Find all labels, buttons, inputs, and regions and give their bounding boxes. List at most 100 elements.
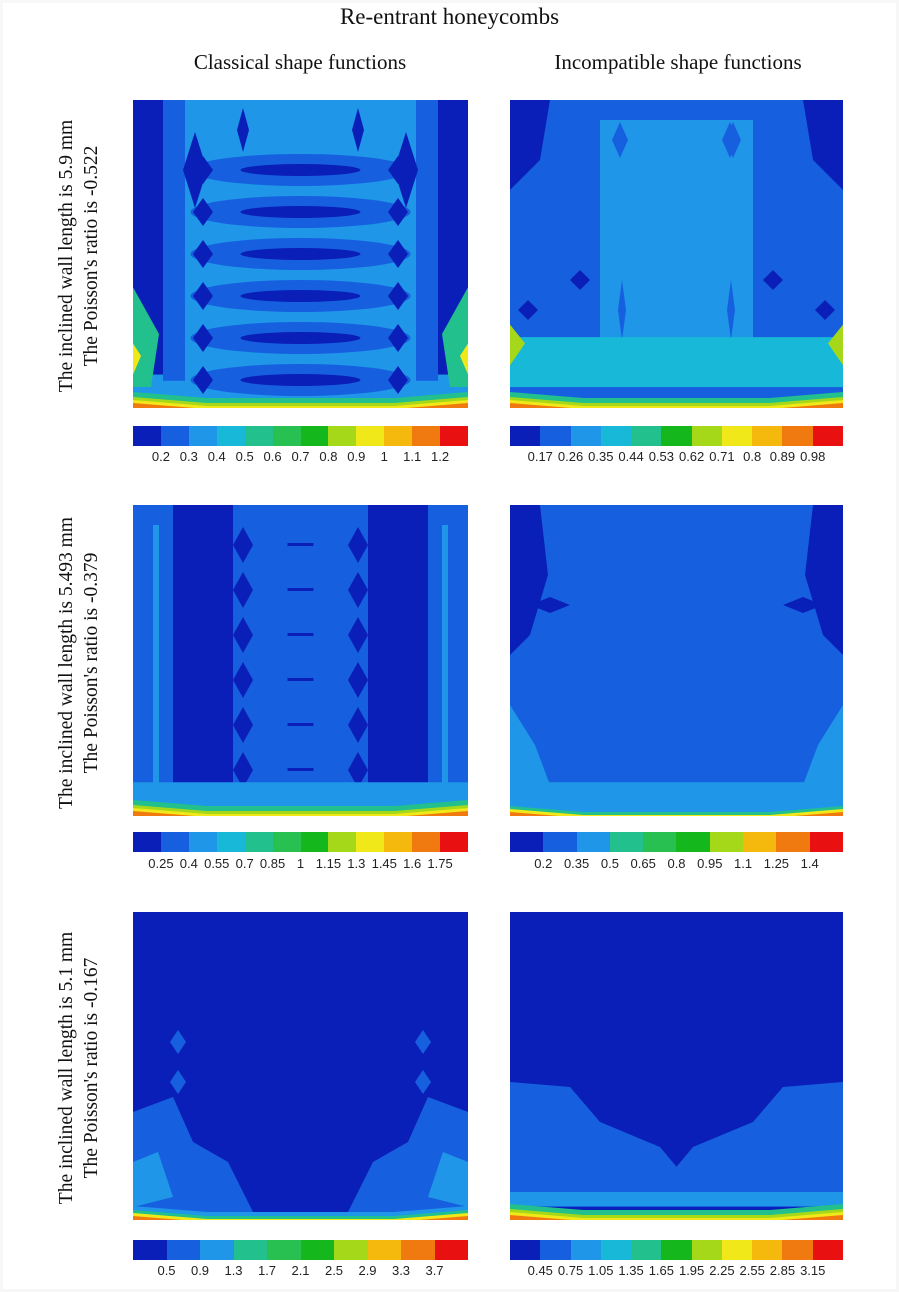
colorbar-bin [776,832,810,852]
colorbar-bin [216,426,245,446]
colorbar-tick-label: 1.15 [315,856,342,871]
colorbar-bin [721,426,753,446]
colorbar-bin [661,426,692,446]
colorbar-tick-label: 2.1 [291,1263,310,1278]
contour-diamond [193,282,213,310]
colorbar-bin [691,426,722,446]
colorbar-bin [133,426,161,446]
contour-diamond [170,1030,186,1054]
panel-bottom-edge [133,816,468,820]
contour-region [133,287,159,388]
colorbar-bin [166,1240,200,1260]
colorbar-bin [356,832,385,852]
colorbar-tick-label: 1.95 [678,1263,705,1278]
contour-region [803,100,843,190]
colorbar-tick-label: 0.71 [709,449,735,464]
colorbar-ticks-r1-classical: 0.2 0.3 0.4 0.5 0.6 0.7 0.8 0.9 1 1.1 1.2 [133,449,468,467]
row-label-3-line1: The inclined wall length is 5.1 mm [56,931,78,1205]
colorbar-bin [782,1240,813,1260]
colorbar-ticks-r3-incompatible: 0.45 0.75 1.05 1.35 1.65 1.95 2.25 2.55 2.85 3.15 [510,1263,843,1281]
colorbar-tick-label: 2.55 [739,1263,765,1278]
colorbar-tick-label: 0.5 [235,449,254,464]
colorbar-bin [743,832,777,852]
row-label-2-line2: The Poisson's ratio is -0.379 [81,552,103,773]
colorbar-bin [334,1240,368,1260]
contour-diamond [233,752,253,788]
colorbar-r3-classical [133,1240,468,1260]
contour-diamond [170,1070,186,1094]
contour-diamond [388,240,408,268]
colorbar-ticks-r1-incompatible: 0.17 0.26 0.35 0.44 0.53 0.62 0.71 0.8 0.89 0.98 [510,449,843,467]
colorbar-tick-label: 3.15 [800,1263,826,1278]
colorbar-tick-label: 0.95 [697,856,723,871]
contour-diamond [388,282,408,310]
contour-diamond [193,198,213,226]
colorbar-bin [600,1240,632,1260]
colorbar-r2-incompatible [510,832,843,852]
contour-diamond [570,270,590,290]
colorbar-bin [434,1240,468,1260]
contour-plot-r3-incompatible [510,912,843,1224]
contour-plot-r1-incompatible [510,100,843,412]
row-label-1-line2: The Poisson's ratio is -0.522 [81,145,103,367]
colorbar-bin [543,832,577,852]
contour-region [805,505,843,655]
colorbar-bin [721,1240,753,1260]
row-label-3: The inclined wall length is 5.1 mm The P… [48,912,110,1224]
colorbar-r1-incompatible [510,426,843,446]
contour-region [460,343,468,375]
colorbar-tick-label: 1.4 [800,856,819,871]
colorbar-tick-label: 1.6 [403,856,422,871]
colorbar-tick-label: 0.17 [527,449,553,464]
colorbar-tick-label: 0.62 [678,449,705,464]
colorbar-tick-label: 0.5 [157,1263,176,1278]
colorbar-r1-classical [133,426,469,446]
colorbar-bin [510,1240,541,1260]
colorbar-bin [540,426,571,446]
colorbar-bin [412,832,441,852]
column-title-classical: Classical shape functions [193,50,407,74]
contour-line [287,543,314,546]
row-label-1: The inclined wall length is 5.9 mm The P… [48,100,110,412]
contour-diamond [348,527,368,563]
contour-region [510,1082,710,1207]
colorbar-bin [328,832,357,852]
contour-region [510,324,525,366]
colorbar-bin [272,426,301,446]
contour-diamond [388,198,408,226]
column-title-incompatible: Incompatible shape functions [554,50,802,74]
colorbar-tick-label: 1.7 [257,1263,277,1278]
contour-plot-r3-classical [133,912,468,1224]
contour-diamond [388,324,408,352]
figure-title: Re-entrant honeycombs [339,4,560,29]
colorbar-bin [244,832,273,852]
colorbar-tick-label: 1.35 [618,1263,644,1278]
colorbar-tick-label: 1.1 [734,856,753,871]
contour-lobe [240,332,361,344]
colorbar-tick-label: 0.55 [204,856,230,871]
contour-region [442,287,468,388]
contour-region [510,705,550,795]
contour-lobe [240,290,361,302]
colorbar-r3-incompatible [510,1240,843,1260]
contour-diamond [193,240,213,268]
colorbar-tick-label: 0.2 [534,856,553,871]
colorbar-bin [570,1240,601,1260]
colorbar-tick-label: 0.45 [527,1263,553,1278]
colorbar-tick-label: 0.9 [347,449,366,464]
contour-line [287,633,314,636]
colorbar-bin [272,832,301,852]
contour-diamond [348,617,368,653]
contour-diamond [394,132,418,208]
colorbar-bin [160,832,189,852]
colorbar-tick-label: 1 [296,856,305,871]
contour-diamond [193,324,213,352]
colorbar-tick-label: 0.25 [148,856,174,871]
contour-line [287,678,314,681]
contour-line [287,768,314,771]
colorbar-bin [576,832,610,852]
colorbar-tick-label: 1.75 [427,856,453,871]
colorbar-bin [752,426,783,446]
colorbar-bin [356,426,385,446]
panel-bottom-edge [133,1220,468,1224]
